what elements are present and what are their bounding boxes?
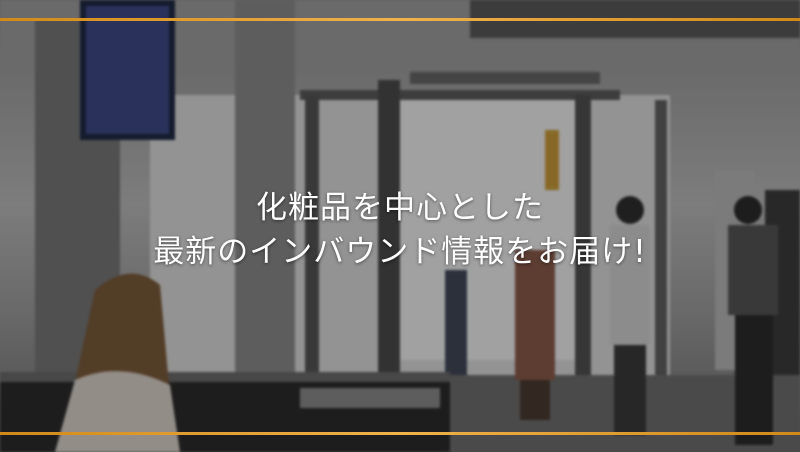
top-accent-line <box>0 18 800 21</box>
headline-line-1: 化粧品を中心とした <box>256 190 544 226</box>
headline-line-2: 最新のインバウンド情報をお届け! <box>153 234 647 270</box>
bottom-accent-line <box>0 432 800 435</box>
headline: 化粧品を中心とした 最新のインバウンド情報をお届け! <box>0 186 800 274</box>
